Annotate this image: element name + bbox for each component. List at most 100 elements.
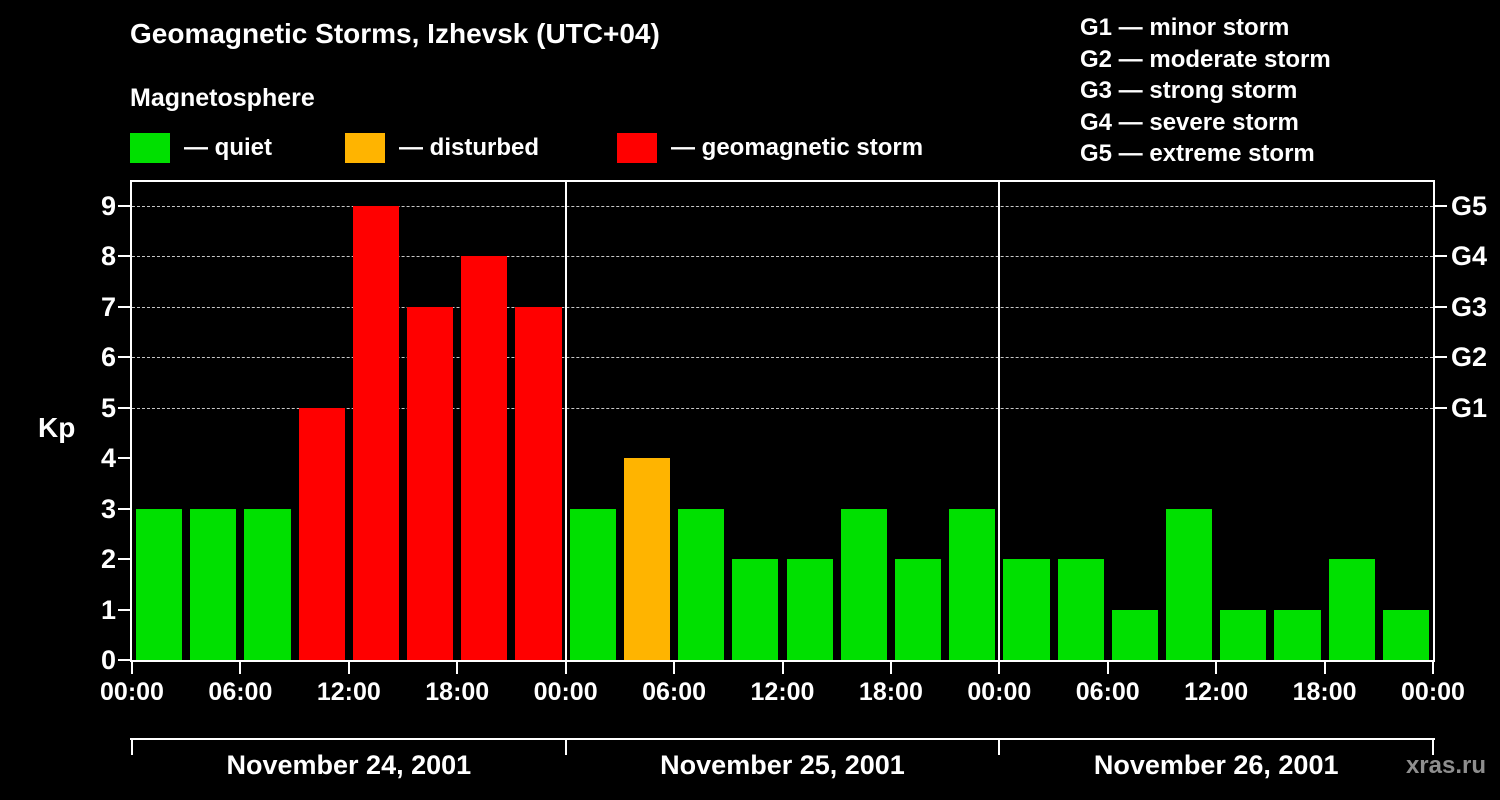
kp-bar — [407, 306, 454, 660]
kp-bar — [894, 559, 942, 660]
date-label: November 26, 2001 — [1093, 750, 1339, 780]
date-label: November 25, 2001 — [660, 750, 905, 780]
date-bracket-tick — [131, 738, 133, 755]
kp-bar — [569, 508, 616, 660]
storm-scale-legend: G1 — minor storm G2 — moderate storm G3 … — [1080, 12, 1331, 170]
y-tick-label: 1 — [100, 594, 116, 625]
storm-scale-g1: G1 — minor storm — [1080, 14, 1290, 41]
legend-item-disturbed: — disturbed — [345, 132, 539, 164]
y-tick-label: 4 — [100, 443, 116, 473]
x-tick-label: 06:00 — [1075, 678, 1140, 706]
x-tick — [1323, 662, 1326, 674]
kp-bar — [1003, 559, 1050, 660]
x-tick-label: 06:00 — [642, 678, 707, 706]
gridline — [132, 205, 1433, 207]
y-tick — [118, 608, 130, 611]
storm-legend-label: — geomagnetic storm — [671, 134, 924, 161]
y-tick-label: 6 — [100, 342, 116, 372]
x-tick — [239, 662, 242, 674]
kp-bar — [786, 559, 833, 660]
y-tick-label: 2 — [100, 544, 116, 574]
storm-scale-g2: G2 — moderate storm — [1080, 45, 1331, 73]
kp-bar — [515, 306, 562, 660]
g-level-tick — [1435, 305, 1447, 308]
y-tick — [118, 255, 130, 257]
x-tick — [889, 662, 892, 674]
kp-bar — [1111, 609, 1158, 660]
kp-bar — [298, 407, 345, 660]
storm-scale-g3: G3 — strong storm — [1080, 77, 1298, 104]
storm-scale-g4: G4 — severe storm — [1080, 108, 1299, 136]
y-tick — [118, 406, 130, 409]
date-label: November 24, 2001 — [226, 750, 472, 780]
x-tick — [564, 662, 567, 674]
x-tick-label: 18:00 — [425, 678, 490, 706]
legend-item-quiet: — quiet — [130, 132, 272, 164]
y-tick-label: 0 — [100, 645, 116, 675]
y-tick — [118, 558, 130, 560]
plot-area — [130, 180, 1435, 662]
day-separator — [998, 182, 1001, 660]
kp-bar — [949, 508, 996, 660]
kp-axis-label: Kp — [38, 412, 76, 443]
kp-bar — [1057, 559, 1104, 660]
date-bracket-tick — [998, 738, 1001, 755]
kp-bar — [678, 508, 725, 660]
x-tick-label: 00:00 — [1401, 678, 1465, 706]
g-level-tick — [1435, 356, 1447, 358]
storm-color-swatch — [617, 133, 657, 163]
y-tick — [118, 204, 130, 207]
g-level-tick — [1435, 406, 1447, 409]
kp-bar — [244, 508, 291, 660]
x-tick — [998, 662, 1001, 674]
x-tick — [347, 662, 350, 674]
kp-bar — [1220, 609, 1267, 660]
y-tick-label: 5 — [100, 392, 116, 423]
y-tick — [118, 457, 130, 459]
y-tick — [118, 356, 130, 358]
x-tick-label: 12:00 — [316, 678, 381, 706]
gridline — [132, 407, 1433, 409]
kp-bar — [461, 256, 508, 660]
y-tick-label: 3 — [100, 493, 116, 524]
date-bracket-tick — [1432, 738, 1434, 755]
x-tick-label: 00:00 — [533, 678, 598, 706]
gridline — [132, 256, 1433, 257]
kp-bar — [1274, 609, 1321, 660]
g-level-tick — [1435, 255, 1447, 257]
x-tick-label: 00:00 — [100, 678, 164, 706]
kp-bar — [1165, 508, 1213, 660]
x-tick — [456, 662, 459, 674]
date-bracket-line — [130, 738, 1435, 740]
kp-bar — [352, 205, 400, 660]
day-separator — [564, 182, 567, 660]
disturbed-legend-label: — disturbed — [399, 134, 540, 161]
y-tick-label: 9 — [100, 190, 116, 221]
g-level-tick — [1435, 204, 1447, 207]
kp-bar — [840, 508, 887, 660]
y-tick-label: 7 — [100, 291, 116, 322]
kp-bar — [732, 559, 779, 660]
x-tick — [1432, 662, 1434, 674]
y-tick — [118, 507, 130, 510]
g-level-label: G5 — [1451, 190, 1488, 221]
gridline — [132, 357, 1433, 358]
kp-bar — [1328, 559, 1375, 660]
page-title: Geomagnetic Storms, Izhevsk (UTC+04) — [130, 18, 660, 49]
x-tick — [1106, 662, 1109, 674]
x-tick-label: 18:00 — [1292, 678, 1357, 706]
quiet-legend-label: — quiet — [184, 134, 272, 161]
x-tick-label: 12:00 — [1184, 678, 1249, 706]
g-level-label: G3 — [1451, 291, 1488, 322]
quiet-color-swatch — [130, 133, 170, 163]
legend-item-storm: — geomagnetic storm — [617, 132, 923, 164]
kp-bar — [1382, 609, 1429, 660]
disturbed-color-swatch — [345, 133, 385, 163]
y-tick — [118, 659, 130, 661]
kp-bar — [136, 508, 183, 660]
x-tick — [781, 662, 784, 674]
y-tick-label: 8 — [100, 241, 116, 271]
g-level-label: G2 — [1451, 342, 1488, 372]
kp-bar — [190, 508, 237, 660]
